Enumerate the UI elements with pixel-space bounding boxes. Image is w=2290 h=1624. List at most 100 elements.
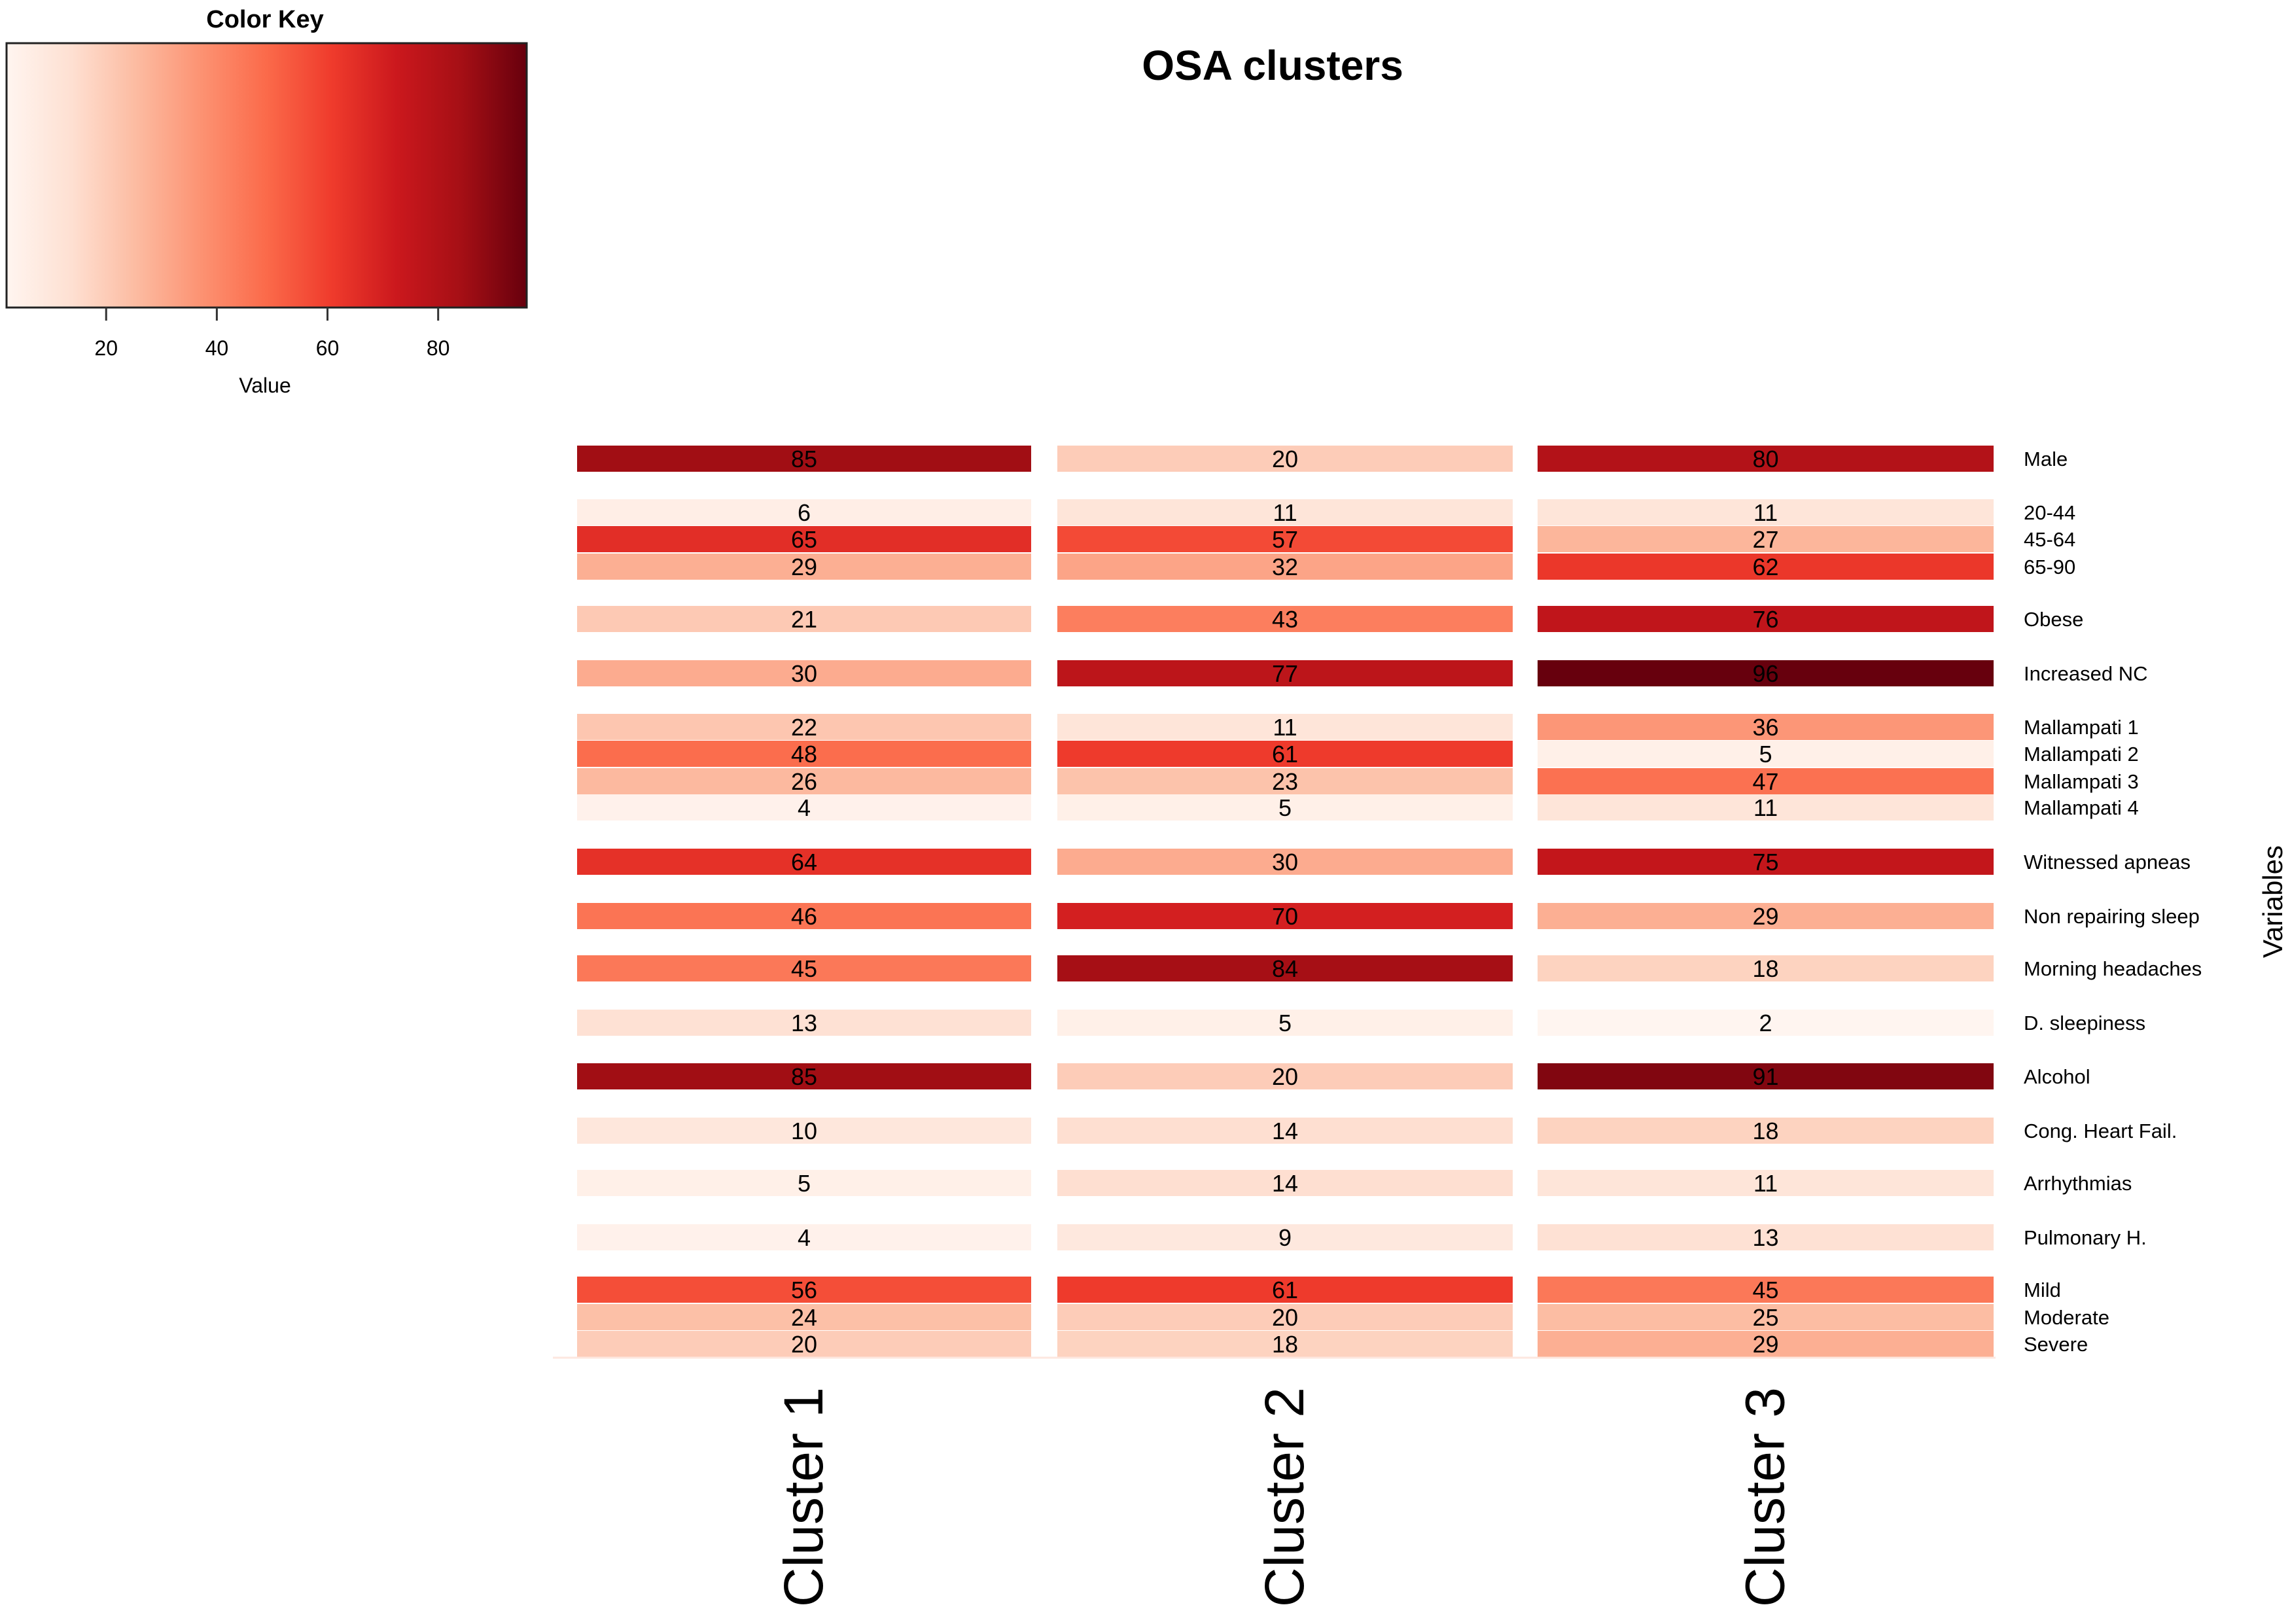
row-label: 45-64 (2024, 528, 2075, 551)
heatmap-cell (1538, 660, 1994, 686)
heatmap-cell (577, 1063, 1031, 1089)
cell-value-label: 5 (798, 1170, 811, 1197)
heatmap-cell (1057, 526, 1513, 552)
color-key-tick-label: 20 (94, 336, 118, 360)
cell-value-label: 18 (1272, 1331, 1298, 1358)
column-labels: Cluster 1 Cluster 2 Cluster 3 (773, 1387, 1796, 1607)
heatmap-cell (1538, 606, 1994, 632)
cell-value-label: 56 (791, 1277, 817, 1303)
heatmap-cell (577, 903, 1031, 929)
cell-value-label: 46 (791, 903, 817, 930)
cell-value-label: 18 (1752, 955, 1778, 982)
heatmap-cell (577, 660, 1031, 686)
cell-value-label: 30 (791, 660, 817, 687)
heatmap-cell (1538, 955, 1994, 981)
heatmap-cell (1538, 1118, 1994, 1144)
heatmap-cell (1538, 1304, 1994, 1330)
cell-value-label: 11 (1753, 499, 1778, 526)
cell-value-label: 43 (1272, 606, 1298, 633)
heatmap-cell (1538, 446, 1994, 472)
cell-value-label: 5 (1278, 794, 1292, 821)
cell-value-label: 14 (1272, 1170, 1298, 1197)
heatmap-cell (577, 1224, 1031, 1250)
cell-value-label: 9 (1278, 1224, 1292, 1251)
cell-value-label: 20 (1272, 446, 1298, 472)
cell-value-label: 18 (1752, 1118, 1778, 1144)
heatmap-cell (1057, 1063, 1513, 1089)
heatmap-cell (1057, 1224, 1513, 1250)
cell-value-label: 4 (798, 794, 811, 821)
column-label: Cluster 1 (773, 1387, 834, 1607)
heatmap-cell (577, 446, 1031, 472)
row-label: Severe (2024, 1333, 2088, 1356)
heatmap-cell (577, 741, 1031, 767)
heatmap-cell (1057, 741, 1513, 767)
cell-value-label: 48 (791, 741, 817, 768)
heatmap-cell (1057, 1170, 1513, 1196)
cell-value-label: 25 (1752, 1304, 1778, 1331)
cell-value-label: 61 (1272, 1277, 1298, 1303)
heatmap-cell (1538, 741, 1994, 767)
heatmap-cell (1057, 660, 1513, 686)
row-label: D. sleepiness (2024, 1012, 2145, 1034)
heatmap-cell (1538, 903, 1994, 929)
row-label: Arrhythmias (2024, 1172, 2132, 1195)
cell-value-label: 21 (791, 606, 817, 633)
heatmap-cell (577, 1010, 1031, 1036)
heatmap-cell (577, 1277, 1031, 1303)
cell-value-label: 2 (1759, 1010, 1772, 1036)
cell-value-label: 45 (791, 955, 817, 982)
heatmap-cell (1538, 794, 1994, 821)
cell-value-label: 80 (1752, 446, 1778, 472)
column-label: Cluster 2 (1254, 1387, 1315, 1607)
y-axis-label: Variables (2257, 845, 2288, 958)
heatmap-cell (1538, 1170, 1994, 1196)
heatmap-cell (1057, 903, 1513, 929)
heatmap-cell (577, 768, 1031, 794)
heatmap-cell (1057, 849, 1513, 875)
heatmap-cell (1538, 554, 1994, 580)
color-key-tick-label: 60 (316, 336, 340, 360)
heatmap-cell (577, 955, 1031, 981)
heatmap-cell (1538, 714, 1994, 740)
heatmap-cell (1057, 768, 1513, 794)
cell-value-label: 91 (1752, 1063, 1778, 1090)
cell-value-label: 85 (791, 1063, 817, 1090)
row-label: Mallampati 4 (2024, 796, 2139, 819)
row-label: Mallampati 3 (2024, 770, 2139, 793)
color-key: Color Key 20 40 60 80 Value (5, 6, 528, 397)
row-label: 20-44 (2024, 501, 2075, 524)
cell-value-label: 96 (1752, 660, 1778, 687)
cell-value-label: 4 (798, 1224, 811, 1251)
heatmap-cell (1057, 714, 1513, 740)
heatmap-cell (1057, 1331, 1513, 1357)
cell-value-label: 5 (1759, 741, 1772, 768)
row-label: Obese (2024, 608, 2083, 631)
cell-value-label: 23 (1272, 768, 1298, 795)
row-label: Increased NC (2024, 662, 2148, 685)
cell-value-label: 30 (1272, 849, 1298, 875)
heatmap-cell (577, 1304, 1031, 1330)
heatmap-cell (1538, 499, 1994, 525)
row-label: Cong. Heart Fail. (2024, 1120, 2177, 1142)
cell-value-label: 26 (791, 768, 817, 795)
row-label: Pulmonary H. (2024, 1226, 2147, 1249)
column-label: Cluster 3 (1735, 1387, 1796, 1607)
heatmap-cell (577, 849, 1031, 875)
heatmap-cell (1538, 1331, 1994, 1357)
heatmap-cell (1538, 768, 1994, 794)
cell-value-label: 45 (1752, 1277, 1778, 1303)
row-label: Witnessed apneas (2024, 851, 2191, 874)
cell-value-label: 24 (791, 1304, 817, 1331)
row-label: Mallampati 2 (2024, 743, 2139, 766)
row-label: Alcohol (2024, 1065, 2090, 1088)
cell-value-label: 13 (1752, 1224, 1778, 1251)
cell-value-label: 20 (1272, 1304, 1298, 1331)
heatmap-cell (577, 554, 1031, 580)
color-key-xlabel: Value (239, 374, 291, 397)
cell-value-label: 20 (1272, 1063, 1298, 1090)
cell-value-label: 10 (791, 1118, 817, 1144)
cell-value-label: 76 (1752, 606, 1778, 633)
cell-value-label: 11 (1753, 794, 1778, 821)
